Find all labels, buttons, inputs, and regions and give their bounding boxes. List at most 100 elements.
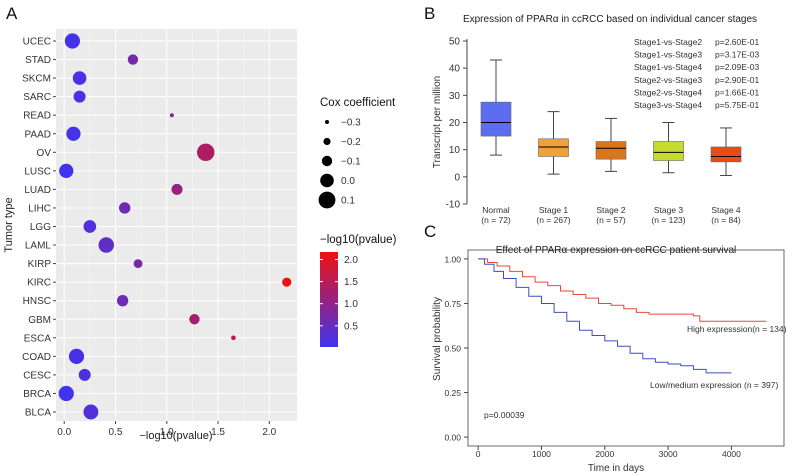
size-legend-label: −0.1	[341, 157, 361, 168]
y-tick-label: 10	[449, 145, 461, 156]
color-legend-label: 2.0	[344, 255, 358, 266]
comparison-label: Stage1-vs-Stage3	[634, 50, 702, 60]
x-tick-label: 1.5	[211, 427, 225, 438]
y-tick-label: 40	[449, 64, 461, 75]
tumor-type-label: PAAD	[25, 129, 52, 140]
x-tick-label: 4000	[722, 449, 741, 459]
x-axis-title: −log10(pvalue)	[139, 430, 212, 442]
panel-c-letter: C	[424, 222, 436, 241]
color-legend-label: 1.5	[344, 277, 358, 288]
bubble-lihc	[119, 202, 131, 214]
box-sample-size: (n = 267)	[536, 215, 570, 225]
color-legend-label: 0.5	[344, 321, 358, 332]
comparison-pvalue: p=3.17E-03	[715, 50, 759, 60]
tumor-type-label: HNSC	[23, 296, 51, 307]
tumor-type-label: READ	[23, 111, 51, 122]
tumor-type-label: SKCM	[22, 74, 51, 85]
box-stage-4	[710, 146, 742, 163]
y-tick-label: 30	[449, 91, 461, 102]
box-sample-size: (n = 57)	[596, 215, 626, 225]
size-legend-label: −0.2	[341, 137, 361, 148]
y-tick-label: 50	[449, 37, 461, 48]
color-legend-title: −log10(pvalue)	[320, 234, 397, 246]
size-legend-title: Cox coefficient	[320, 97, 396, 109]
box-normal	[480, 101, 512, 137]
bubble-ucec	[64, 33, 81, 49]
bubble-sarc	[73, 90, 86, 103]
tumor-type-label: OV	[37, 148, 52, 159]
box-sample-size: (n = 72)	[481, 215, 511, 225]
plot-area	[56, 29, 297, 421]
bubble-coad	[68, 348, 85, 364]
panel-a-bubble-chart: 0.0 0.5 1.0 1.5 2.0 UCEC STAD SKCM SARC READ PAAD O…	[3, 29, 297, 442]
x-tick-label: 3000	[659, 449, 678, 459]
comparison-pvalue: p=1.66E-01	[715, 87, 759, 97]
box-sample-size: (n = 123)	[651, 215, 685, 225]
bubble-blca	[83, 404, 99, 420]
comparison-pvalue: p=2.09E-03	[715, 62, 759, 72]
bubble-brca	[58, 385, 74, 402]
size-legend-label: −0.3	[341, 118, 361, 129]
tumor-type-label: LAML	[25, 241, 52, 252]
box-stage-3	[653, 141, 684, 161]
comparison-label: Stage2-vs-Stage3	[634, 75, 702, 85]
tumor-type-label: LGG	[30, 222, 51, 233]
bubble-stad	[127, 54, 139, 65]
size-legend-dot	[323, 137, 331, 146]
y-axis-title: Tumor type	[3, 197, 15, 252]
bubble-kirp	[133, 259, 143, 268]
x-tick-label: 1000	[532, 449, 551, 459]
bubble-skcm	[72, 71, 87, 85]
bubble-read	[169, 113, 174, 118]
panel-b-letter: B	[424, 4, 435, 23]
color-legend-bar	[320, 252, 338, 347]
survival-title: Effect of PPARα expression on ccRCC pati…	[496, 245, 737, 256]
tumor-type-label: BLCA	[25, 408, 51, 419]
y-axis-title: Survival probability	[432, 297, 443, 381]
box-stage-2	[595, 141, 627, 160]
comparison-label: Stage2-vs-Stage4	[634, 87, 702, 97]
tumor-type-label: SARC	[23, 92, 51, 103]
tumor-type-label: CESC	[23, 370, 51, 381]
bubble-esca	[231, 335, 236, 341]
size-legend-label: 0.1	[341, 196, 355, 207]
size-legend-label: 0.0	[341, 176, 355, 187]
comparison-label: Stage1-vs-Stage4	[634, 62, 702, 72]
bubble-ov	[197, 143, 215, 162]
tumor-type-label: LIHC	[28, 203, 51, 214]
comparison-pvalue: p=2.60E-01	[715, 37, 759, 47]
tumor-type-label: COAD	[22, 352, 51, 363]
tumor-type-label: BRCA	[23, 389, 51, 400]
size-legend-dot	[325, 120, 329, 124]
comparison-label: Stage3-vs-Stage4	[634, 100, 702, 110]
size-legend-dot	[321, 155, 333, 167]
box-label: Stage 2	[596, 205, 626, 215]
box-label: Stage 3	[654, 205, 684, 215]
bubble-hnsc	[116, 295, 129, 307]
y-tick-label: 0.25	[444, 388, 461, 398]
x-tick-label: 2000	[595, 449, 614, 459]
size-legend-dot	[318, 191, 336, 209]
panel-b-box-plot: Expression of PPARα in ccRCC based on in…	[432, 14, 759, 225]
size-legend-dot	[320, 173, 334, 188]
bubble-gbm	[189, 314, 200, 325]
comparison-label: Stage1-vs-Stage2	[634, 37, 702, 47]
x-tick-label: 1.0	[160, 427, 174, 438]
x-tick-label: 2.0	[262, 427, 276, 438]
box-label: Normal	[482, 205, 510, 215]
y-tick-label: 1.00	[444, 254, 461, 264]
bubble-luad	[171, 183, 183, 195]
km-curve-low	[478, 258, 732, 374]
high-expression-label: High expresssion(n = 134)	[687, 324, 787, 334]
box-plot-title: Expression of PPARα in ccRCC based on in…	[463, 14, 757, 25]
x-axis-title: Time in days	[588, 463, 644, 474]
tumor-type-label: LUSC	[24, 166, 51, 177]
box-sample-size: (n = 84)	[711, 215, 741, 225]
x-tick-label: 0.0	[57, 427, 71, 438]
box-label: Stage 4	[711, 205, 741, 215]
bubble-lgg	[83, 220, 97, 233]
tumor-type-label: GBM	[28, 315, 51, 326]
y-tick-label: 0	[454, 172, 460, 183]
panel-a-letter: A	[6, 4, 18, 23]
